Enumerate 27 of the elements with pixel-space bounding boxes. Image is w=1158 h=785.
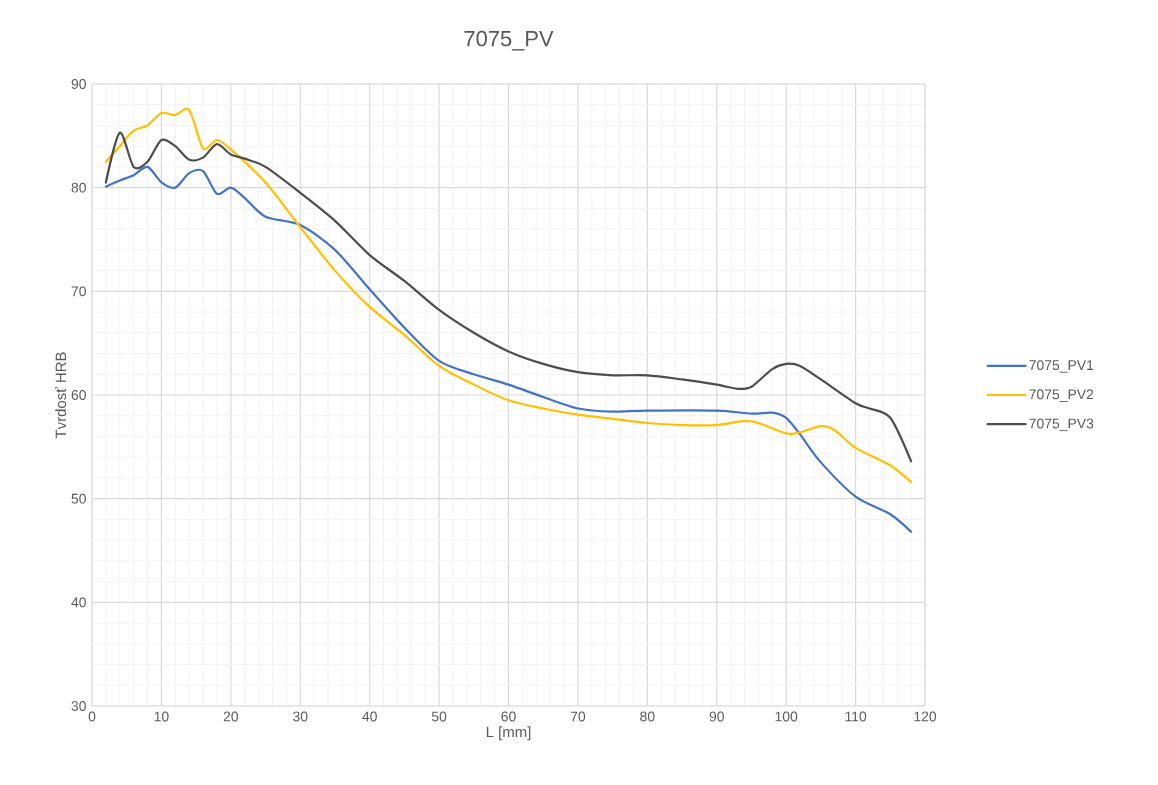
- y-tick-label: 60: [71, 390, 86, 400]
- x-tick-label: 10: [154, 711, 169, 722]
- y-tick-label: 70: [71, 286, 86, 297]
- y-tick-label: 50: [71, 493, 86, 504]
- y-tick-label: 40: [71, 597, 86, 608]
- x-tick-label: 50: [431, 711, 447, 722]
- x-tick-label: 110: [845, 711, 867, 722]
- x-tick-label: 40: [362, 711, 377, 722]
- x-tick-label: 90: [709, 711, 724, 722]
- x-tick-label: 100: [775, 711, 798, 722]
- legend-label: 7075_PV2: [1029, 389, 1094, 402]
- y-tick-label: 80: [71, 182, 86, 193]
- x-tick-label: 20: [223, 711, 239, 722]
- chart-title: 7075_PV: [464, 30, 554, 51]
- x-tick-label: 0: [88, 711, 96, 722]
- legend-label: 7075_PV1: [1029, 360, 1094, 373]
- x-tick-label: 70: [570, 711, 586, 722]
- legend-label: 7075_PV3: [1029, 418, 1094, 432]
- y-tick-label: 30: [71, 701, 86, 711]
- y-axis-title: Tvrdosť HRB: [55, 352, 67, 439]
- line-series: [104, 165, 913, 533]
- x-tick-label: 80: [640, 711, 655, 722]
- x-tick-label: 60: [501, 711, 516, 722]
- x-axis-title: L [mm]: [486, 726, 531, 741]
- x-tick-label: 30: [293, 711, 308, 722]
- x-tick-label: 120: [914, 711, 937, 722]
- y-tick-label: 90: [71, 79, 86, 89]
